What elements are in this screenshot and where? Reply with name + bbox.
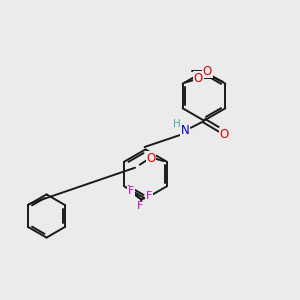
Text: F: F	[136, 201, 143, 211]
Text: H: H	[173, 119, 181, 129]
Text: F: F	[128, 186, 134, 196]
Text: F: F	[146, 191, 152, 201]
Text: O: O	[194, 72, 203, 85]
Text: O: O	[147, 152, 156, 165]
Text: O: O	[203, 64, 212, 78]
Text: O: O	[219, 128, 228, 141]
Text: N: N	[180, 124, 189, 137]
